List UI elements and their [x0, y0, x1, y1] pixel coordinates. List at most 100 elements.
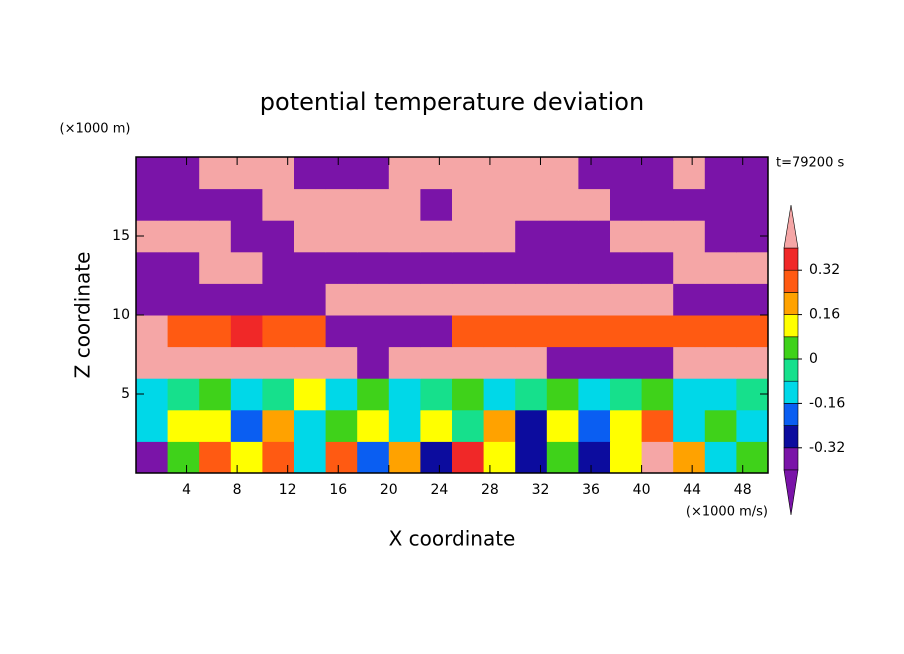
x-tick-label: 20 [380, 482, 398, 498]
contour-cell [420, 157, 453, 190]
contour-cell [420, 346, 453, 379]
contour-cell [388, 409, 421, 442]
contour-cell [388, 188, 421, 221]
contour-cell [325, 346, 358, 379]
x-tick-label: 28 [481, 482, 499, 498]
chart-title: potential temperature deviation [260, 88, 644, 116]
contour-cell [452, 157, 485, 190]
x-tick-label: 32 [532, 482, 550, 498]
contour-cell [294, 346, 327, 379]
contour-cell [673, 283, 706, 316]
contour-cell [262, 315, 295, 348]
contour-cell [167, 315, 200, 348]
contour-cell [483, 441, 516, 474]
contour-cell [673, 409, 706, 442]
contour-cell [515, 220, 548, 253]
contour-cell [546, 283, 579, 316]
contour-cell [167, 441, 200, 474]
contour-cell [230, 157, 263, 190]
contour-cell [420, 188, 453, 221]
contour-cell [325, 409, 358, 442]
x-tick-label: 44 [683, 482, 701, 498]
colorbar-band [783, 447, 799, 471]
contour-cell [578, 441, 611, 474]
colorbar-band [783, 292, 799, 315]
contour-cell [294, 409, 327, 442]
contour-cell [452, 441, 485, 474]
contour-cell [325, 188, 358, 221]
contour-cell [515, 157, 548, 190]
contour-cell [294, 378, 327, 411]
contour-cell [546, 409, 579, 442]
contour-cell [578, 283, 611, 316]
contour-cell [199, 251, 232, 284]
contour-cell [610, 409, 643, 442]
contour-cell [262, 157, 295, 190]
contour-cell [610, 315, 643, 348]
contour-cell [420, 220, 453, 253]
colorbar-tick-label: 0 [809, 351, 818, 367]
contour-cell [230, 315, 263, 348]
contour-cell [704, 346, 737, 379]
contour-cell [546, 378, 579, 411]
x-tick-label: 48 [734, 482, 752, 498]
contour-cell [388, 315, 421, 348]
contour-cell [641, 378, 674, 411]
contour-cell [546, 251, 579, 284]
contour-cell [546, 157, 579, 190]
contour-cell [230, 441, 263, 474]
contour-cell [673, 220, 706, 253]
time-label: t=79200 s [776, 156, 844, 171]
contour-cell [136, 283, 169, 316]
contour-cell [452, 188, 485, 221]
contour-cell [515, 251, 548, 284]
contour-cell [388, 283, 421, 316]
colorbar-tick-label: 0.32 [809, 262, 840, 278]
contour-cell [325, 220, 358, 253]
contour-cell [515, 409, 548, 442]
contour-cell [199, 441, 232, 474]
x-tick-label: 40 [633, 482, 651, 498]
contour-cell [673, 346, 706, 379]
contour-cell [357, 220, 390, 253]
contour-cell [294, 220, 327, 253]
contour-cell [483, 315, 516, 348]
contour-cell [230, 346, 263, 379]
contour-cell [515, 188, 548, 221]
contour-cell [546, 346, 579, 379]
contour-cell [704, 378, 737, 411]
contour-cell [673, 157, 706, 190]
contour-cell [420, 441, 453, 474]
colorbar-tick-label: 0.16 [809, 307, 840, 323]
contour-cell [262, 441, 295, 474]
contour-cell [357, 157, 390, 190]
x-tick-label: 24 [430, 482, 448, 498]
contour-cell [420, 409, 453, 442]
contour-cell [452, 378, 485, 411]
contour-cell [483, 378, 516, 411]
contour-cell [452, 283, 485, 316]
contour-cell [736, 315, 769, 348]
contour-cell [641, 220, 674, 253]
contour-cell [199, 346, 232, 379]
contour-cell [704, 220, 737, 253]
contour-cell [262, 220, 295, 253]
contour-cell [199, 283, 232, 316]
contour-cell [199, 157, 232, 190]
contour-cell [357, 315, 390, 348]
contour-cell [388, 251, 421, 284]
contour-cell [736, 251, 769, 284]
x-tick-label: 4 [182, 482, 191, 498]
contour-cell [136, 346, 169, 379]
contour-cell [357, 283, 390, 316]
contour-cell [230, 409, 263, 442]
contour-cell [578, 220, 611, 253]
contour-cell [388, 220, 421, 253]
contour-cell [483, 251, 516, 284]
contour-cell [136, 315, 169, 348]
contour-cell [736, 409, 769, 442]
contour-cell [610, 220, 643, 253]
colorbar-band [783, 403, 799, 426]
contour-cell [357, 346, 390, 379]
x-unit: (×1000 m/s) [686, 505, 768, 520]
